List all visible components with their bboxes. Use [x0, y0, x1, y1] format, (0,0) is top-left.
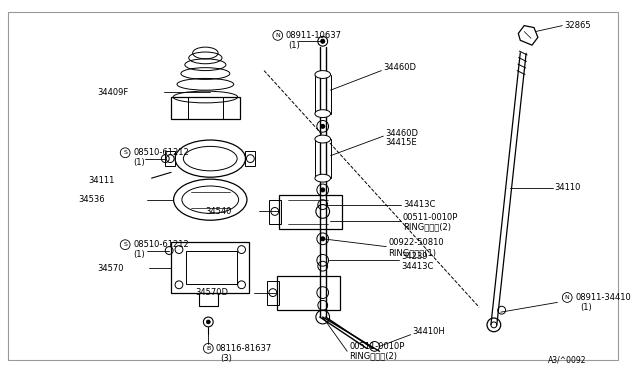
- Text: 34536: 34536: [78, 195, 105, 204]
- Circle shape: [321, 124, 324, 128]
- Circle shape: [206, 320, 211, 324]
- Text: 34570D: 34570D: [196, 288, 228, 297]
- Text: 34413C: 34413C: [401, 262, 433, 271]
- Text: 08510-61212: 08510-61212: [133, 148, 189, 157]
- Bar: [171, 97, 239, 119]
- Text: 34415E: 34415E: [385, 138, 417, 147]
- Text: S: S: [124, 242, 127, 247]
- Text: 00511-0010P: 00511-0010P: [403, 213, 458, 222]
- Text: 34410H: 34410H: [413, 327, 445, 336]
- Text: 34460D: 34460D: [385, 129, 419, 138]
- Text: RINGリング(2): RINGリング(2): [349, 352, 397, 361]
- Text: 34409F: 34409F: [98, 88, 129, 97]
- Bar: [246, 151, 255, 166]
- Text: S: S: [124, 150, 127, 155]
- Text: (1): (1): [289, 41, 300, 50]
- Ellipse shape: [315, 71, 330, 78]
- Text: 34540: 34540: [205, 207, 232, 216]
- Circle shape: [321, 39, 324, 43]
- Circle shape: [321, 237, 324, 241]
- Text: B: B: [206, 346, 211, 351]
- Text: (3): (3): [220, 354, 232, 363]
- Text: 34111: 34111: [88, 176, 115, 185]
- Ellipse shape: [315, 110, 330, 118]
- Text: N: N: [565, 295, 570, 300]
- Text: RINGリング(1): RINGリング(1): [388, 248, 436, 257]
- Circle shape: [321, 188, 324, 192]
- Text: 08911-34410: 08911-34410: [575, 293, 631, 302]
- Text: RINGリング(2): RINGリング(2): [403, 222, 451, 232]
- Text: N: N: [275, 33, 280, 38]
- Text: 34413C: 34413C: [403, 200, 435, 209]
- Text: 08911-10637: 08911-10637: [285, 31, 342, 40]
- Bar: [267, 281, 278, 305]
- Text: (1): (1): [133, 158, 145, 167]
- Text: 34239: 34239: [401, 252, 428, 261]
- Text: (1): (1): [580, 303, 591, 312]
- Ellipse shape: [315, 135, 330, 143]
- Bar: [198, 293, 218, 306]
- Bar: [171, 242, 250, 293]
- Text: 08116-81637: 08116-81637: [215, 344, 271, 353]
- Bar: [276, 276, 340, 310]
- Text: 34460D: 34460D: [383, 63, 417, 72]
- Text: (1): (1): [133, 250, 145, 259]
- Ellipse shape: [315, 174, 330, 182]
- Text: 00511-0010P: 00511-0010P: [349, 342, 404, 351]
- Bar: [278, 195, 342, 229]
- Bar: [269, 200, 281, 224]
- Text: 34570: 34570: [98, 264, 124, 273]
- Text: 34110: 34110: [554, 183, 581, 192]
- Text: 32865: 32865: [564, 21, 591, 30]
- Text: A3/^0092: A3/^0092: [548, 356, 587, 365]
- Bar: [186, 251, 237, 284]
- Text: 00922-50810: 00922-50810: [388, 238, 444, 247]
- Text: 08510-61212: 08510-61212: [133, 240, 189, 249]
- Bar: [165, 151, 175, 166]
